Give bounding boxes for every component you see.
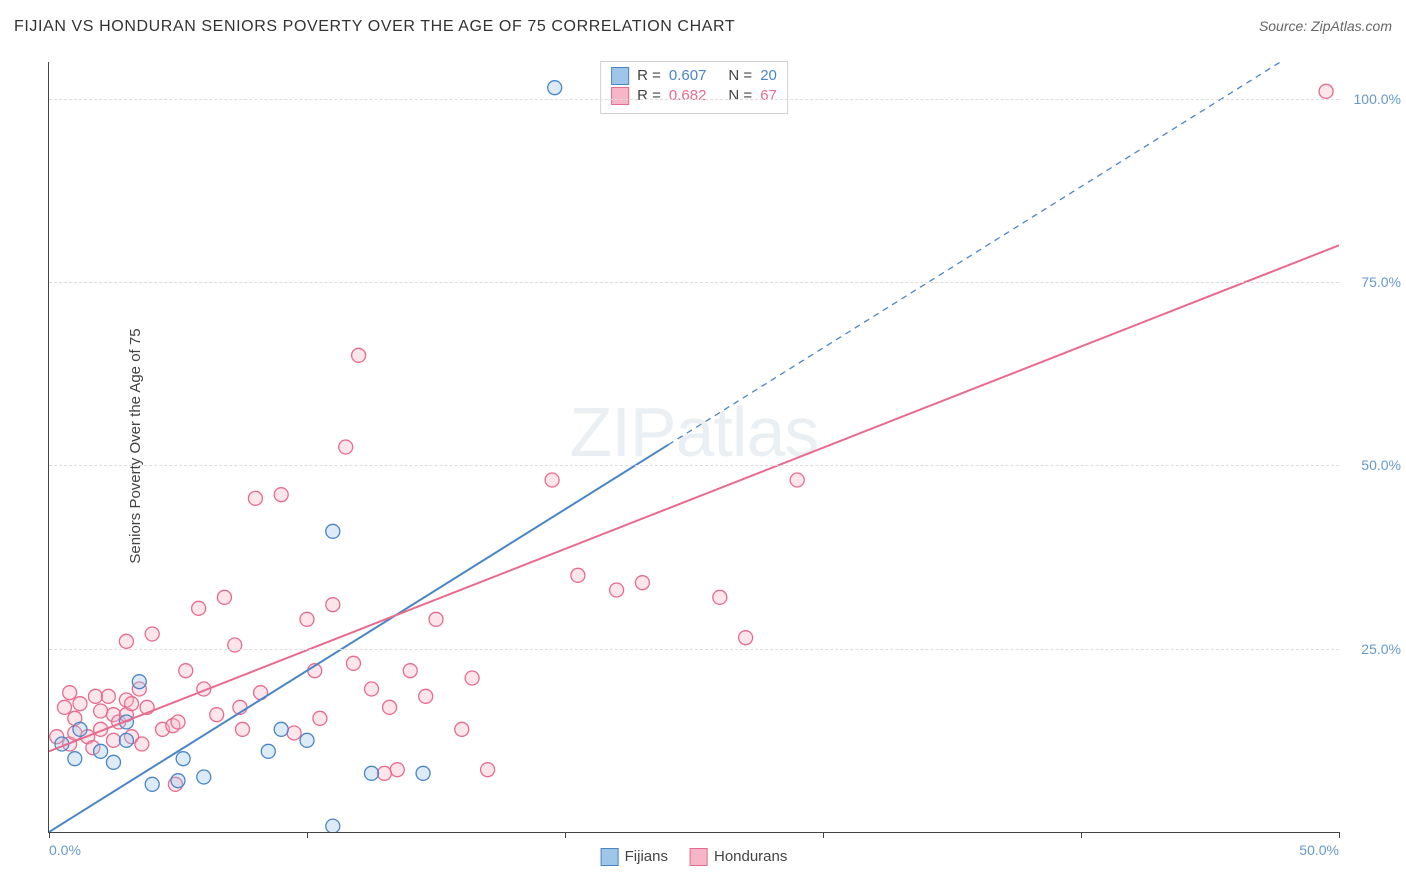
watermark: ZIPatlas: [570, 392, 819, 472]
y-tick-label: 25.0%: [1361, 641, 1401, 657]
stat-r-label: R =: [637, 66, 661, 86]
series-legend: Fijians Hondurans: [601, 848, 788, 866]
stat-row-fijians: R = 0.607 N = 20: [611, 66, 777, 86]
stat-n-label: N =: [728, 66, 752, 86]
stat-row-hondurans: R = 0.682 N = 67: [611, 86, 777, 106]
stat-r-value: 0.682: [669, 86, 707, 106]
plot-area: ZIPatlas R = 0.607 N = 20 R = 0.682 N = …: [48, 62, 1339, 833]
swatch-icon: [690, 848, 708, 866]
stat-r-value: 0.607: [669, 66, 707, 86]
x-tick-label: 50.0%: [1299, 842, 1339, 858]
source-name: ZipAtlas.com: [1311, 18, 1392, 34]
swatch-icon: [611, 67, 629, 85]
source-prefix: Source:: [1259, 18, 1311, 34]
legend-label: Fijians: [625, 848, 668, 865]
legend-item-hondurans: Hondurans: [690, 848, 787, 866]
stat-n-label: N =: [728, 86, 752, 106]
legend-item-fijians: Fijians: [601, 848, 668, 866]
chart-title: FIJIAN VS HONDURAN SENIORS POVERTY OVER …: [14, 18, 735, 36]
stat-legend-box: R = 0.607 N = 20 R = 0.682 N = 67: [600, 61, 788, 114]
x-tick-label: 0.0%: [49, 842, 81, 858]
page: FIJIAN VS HONDURAN SENIORS POVERTY OVER …: [0, 0, 1406, 892]
stat-n-value: 67: [760, 86, 777, 106]
y-tick-label: 100.0%: [1354, 91, 1401, 107]
stat-r-label: R =: [637, 86, 661, 106]
legend-label: Hondurans: [714, 848, 787, 865]
chart-svg: [49, 62, 1339, 832]
y-tick-label: 50.0%: [1361, 457, 1401, 473]
source-credit: Source: ZipAtlas.com: [1259, 18, 1392, 34]
y-tick-label: 75.0%: [1361, 274, 1401, 290]
swatch-icon: [611, 87, 629, 105]
swatch-icon: [601, 848, 619, 866]
stat-n-value: 20: [760, 66, 777, 86]
